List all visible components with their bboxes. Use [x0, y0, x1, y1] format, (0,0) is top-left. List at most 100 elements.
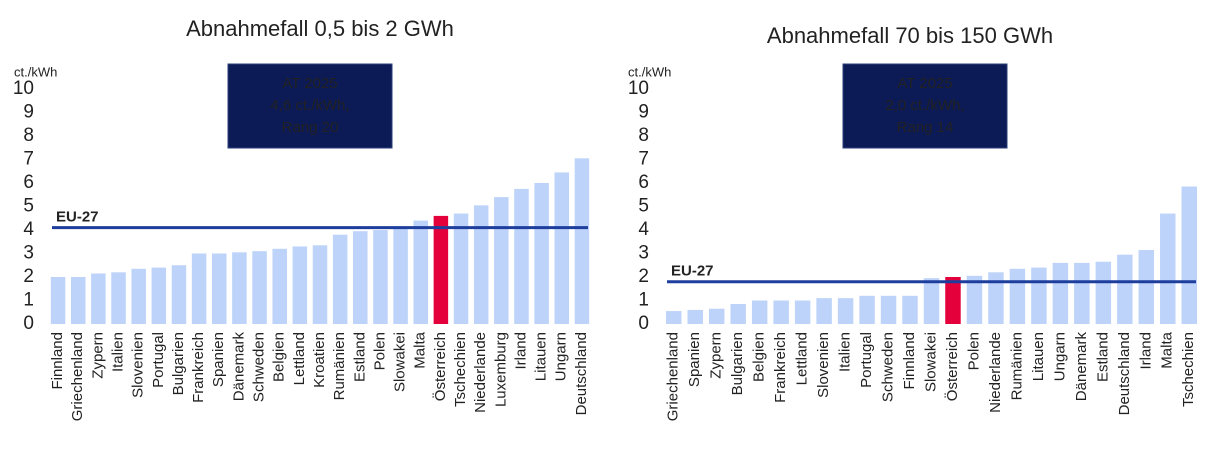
bar: [212, 253, 227, 324]
x-tick-label: Bulgarien: [729, 332, 746, 395]
x-tick-label: Litauen: [533, 332, 550, 381]
x-tick-label: Dänemark: [230, 332, 247, 402]
y-unit: ct./kWh: [14, 64, 57, 79]
x-tick-label: Lettland: [291, 332, 308, 385]
bar: [191, 253, 207, 324]
y-tick-label: 8: [638, 125, 649, 146]
bar: [902, 295, 918, 324]
x-tick-label: Slowakei: [922, 332, 939, 392]
x-tick-label: Österreich: [943, 332, 961, 401]
bar: [111, 272, 126, 324]
bar: [966, 275, 983, 324]
x-tick-label: Dänemark: [1073, 332, 1090, 402]
bar: [272, 248, 287, 324]
bar: [816, 298, 832, 324]
x-tick-label: Portugal: [858, 332, 875, 388]
bar: [373, 230, 388, 324]
y-tick-label: 1: [23, 290, 34, 311]
bar: [1009, 268, 1026, 324]
x-tick-label: Malta: [1159, 331, 1176, 368]
y-tick-label: 10: [628, 78, 649, 99]
x-tick-label: Spanien: [210, 332, 227, 387]
bar: [292, 246, 308, 324]
annotation-text: Rang 20: [282, 119, 339, 136]
bar: [923, 278, 940, 324]
y-tick-label: 3: [638, 243, 649, 264]
bar: [131, 268, 146, 324]
bar: [837, 298, 854, 324]
chart-title: Abnahmefall 0,5 bis 2 GWh: [186, 16, 454, 41]
bar: [1074, 262, 1090, 324]
bar: [859, 295, 875, 324]
bar: [1031, 267, 1047, 324]
x-tick-label: Schweden: [880, 332, 897, 402]
bar: [151, 267, 167, 324]
reference-label: EU-27: [671, 263, 714, 280]
x-tick-label: Finnland: [49, 332, 66, 390]
bar: [393, 226, 408, 324]
bar: [945, 277, 961, 324]
annotation-text: AT 2025: [897, 75, 952, 92]
bar: [50, 277, 66, 324]
annotation-text: 4,6 ct./kWh,: [270, 97, 349, 114]
annotation-box: [227, 63, 393, 149]
x-tick-label: Niederlande: [472, 332, 489, 413]
bar: [353, 231, 368, 324]
bar: [1117, 254, 1133, 324]
y-tick-label: 0: [638, 313, 649, 334]
y-tick-label: 6: [638, 172, 649, 193]
bar: [312, 245, 328, 324]
x-tick-label: Litauen: [1030, 332, 1047, 381]
bar: [687, 309, 703, 324]
annotation-text: Rang 14: [897, 119, 954, 136]
bar: [666, 311, 682, 324]
reference-label: EU-27: [56, 209, 99, 226]
y-tick-label: 7: [23, 149, 34, 170]
y-tick-label: 0: [23, 313, 34, 334]
x-tick-label: Griechenland: [665, 332, 682, 421]
bar: [880, 295, 897, 324]
x-tick-label: Irland: [512, 332, 529, 370]
bar: [91, 273, 106, 324]
y-tick-label: 6: [23, 172, 34, 193]
bar: [1138, 249, 1155, 324]
x-tick-label: Niederlande: [987, 332, 1004, 413]
bar: [514, 188, 529, 324]
x-tick-label: Frankreich: [190, 332, 207, 403]
bar: [1160, 213, 1176, 324]
x-tick-label: Irland: [1137, 332, 1154, 370]
bar: [252, 251, 267, 324]
bar: [413, 220, 428, 324]
x-tick-label: Estland: [1094, 332, 1111, 382]
bar: [1181, 186, 1197, 324]
x-tick-label: Österreich: [431, 332, 449, 401]
x-tick-label: Deutschland: [1116, 332, 1133, 415]
x-tick-label: Schweden: [251, 332, 268, 402]
x-tick-label: Estland: [351, 332, 368, 382]
bar: [773, 300, 789, 324]
x-tick-label: Italien: [109, 332, 126, 372]
bar: [453, 213, 469, 324]
bar: [574, 158, 590, 324]
x-tick-label: Ungarn: [553, 332, 570, 381]
bar: [494, 197, 509, 324]
x-tick-label: Bulgarien: [170, 332, 187, 395]
bar: [232, 252, 247, 324]
bar: [794, 300, 811, 324]
x-tick-label: Polen: [371, 332, 388, 370]
x-tick-label: Slovenien: [815, 332, 832, 398]
x-tick-label: Rumänien: [1008, 332, 1025, 400]
x-tick-label: Portugal: [150, 332, 167, 388]
x-tick-label: Belgien: [751, 332, 768, 382]
bar: [534, 183, 549, 324]
x-tick-label: Zypern: [708, 332, 725, 379]
bar: [332, 234, 348, 324]
x-tick-label: Finnland: [901, 332, 918, 390]
y-tick-label: 2: [638, 266, 649, 287]
x-tick-label: Lettland: [794, 332, 811, 385]
y-tick-label: 2: [23, 266, 34, 287]
y-tick-label: 9: [23, 102, 34, 123]
y-tick-label: 8: [23, 125, 34, 146]
y-tick-label: 10: [13, 78, 34, 99]
